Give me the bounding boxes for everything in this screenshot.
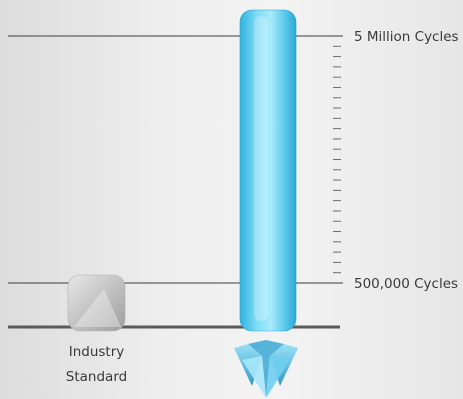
diamond-logo-icon xyxy=(234,340,298,398)
category-label: Industry xyxy=(69,344,125,360)
bar-highlight xyxy=(74,289,121,327)
bars xyxy=(67,9,297,332)
category-label: Standard xyxy=(66,369,127,385)
bar xyxy=(67,274,126,332)
reference-line-label: 500,000 Cycles xyxy=(354,276,458,292)
bar xyxy=(239,9,297,332)
bar-highlight xyxy=(254,16,268,321)
reference-lines: 5 Million Cycles 500,000 Cycles xyxy=(8,29,459,292)
axis-ticks xyxy=(333,45,341,274)
category-labels: Industry Standard xyxy=(66,344,127,385)
reference-line-label: 5 Million Cycles xyxy=(354,29,459,45)
